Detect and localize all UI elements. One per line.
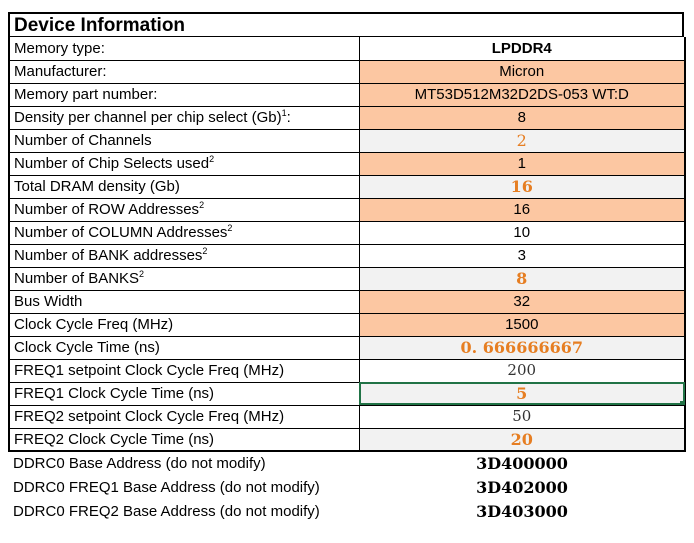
table-row-part-number: Memory part number: MT53D512M32D2DS-053 …	[8, 82, 686, 107]
label-text: FREQ1 Clock Cycle Time (ns)	[14, 385, 215, 402]
label-text: Number of ROW Addresses	[14, 201, 200, 218]
table-row-clock-freq: Clock Cycle Freq (MHz) 1500	[8, 312, 686, 337]
sheet-title: Device Information	[8, 12, 684, 37]
cell-label[interactable]: Manufacturer:	[8, 59, 360, 84]
cell-label[interactable]: FREQ1 Clock Cycle Time (ns)	[8, 381, 360, 406]
label-text: Memory part number:	[14, 86, 158, 103]
cell-label[interactable]: Memory type:	[8, 37, 360, 61]
label-text: FREQ2 Clock Cycle Time (ns)	[14, 430, 215, 448]
cell-label[interactable]: Number of BANK addresses2	[8, 243, 360, 268]
cell-clock-freq[interactable]: 1500	[358, 312, 686, 337]
label-text: Manufacturer:	[14, 63, 107, 80]
table-row-total-density: Total DRAM density (Gb) 16	[8, 174, 686, 199]
table-row-freq1-setpoint: FREQ1 setpoint Clock Cycle Freq (MHz) 20…	[8, 358, 686, 383]
cell-label[interactable]: Clock Cycle Freq (MHz)	[8, 312, 360, 337]
cell-bank-addresses[interactable]: 3	[358, 243, 686, 268]
cell-value: 5	[516, 384, 528, 403]
cell-part-number[interactable]: MT53D512M32D2DS-053 WT:D	[358, 82, 686, 107]
cell-column-addresses[interactable]: 10	[358, 220, 686, 245]
table-row-banks: Number of BANKS2 8	[8, 266, 686, 291]
cell-row-addresses[interactable]: 16	[358, 197, 686, 222]
table-row-bus-width: Bus Width 32	[8, 289, 686, 314]
label-text: Number of Channels	[14, 132, 152, 149]
cell-label[interactable]: FREQ2 setpoint Clock Cycle Freq (MHz)	[8, 404, 360, 429]
label-text: Number of Chip Selects used	[14, 155, 210, 172]
table-row-ddrc0-base: DDRC0 Base Address (do not modify) 3D400…	[9, 451, 685, 475]
table-row-manufacturer: Manufacturer: Micron	[8, 59, 686, 84]
table-row-memory-type: Memory type: LPDDR4	[8, 37, 686, 61]
label-text: Clock Cycle Time (ns)	[14, 339, 160, 356]
table-row-ddrc0-freq1-base: DDRC0 FREQ1 Base Address (do not modify)…	[9, 475, 685, 499]
cell-bus-width[interactable]: 32	[358, 289, 686, 314]
table-row-column-addresses: Number of COLUMN Addresses2 10	[8, 220, 686, 245]
cell-freq2-setpoint[interactable]: 50	[358, 404, 686, 429]
label-text: FREQ2 setpoint Clock Cycle Freq (MHz)	[14, 408, 285, 425]
label-text: Total DRAM density (Gb)	[14, 178, 180, 195]
table-row-bank-addresses: Number of BANK addresses2 3	[8, 243, 686, 268]
cell-label[interactable]: Number of ROW Addresses2	[8, 197, 360, 222]
footnote-marker: 2	[202, 246, 208, 256]
table-row-channels: Number of Channels 2	[8, 128, 686, 153]
cell-freq2-time[interactable]: 20	[358, 427, 686, 452]
cell-label[interactable]: Number of Chip Selects used2	[8, 151, 360, 176]
table-row-freq2-time: FREQ2 Clock Cycle Time (ns) 20	[8, 427, 686, 452]
cell-label[interactable]: DDRC0 FREQ1 Base Address (do not modify)	[13, 478, 320, 496]
device-info-table: Memory type: LPDDR4 Manufacturer: Micron…	[8, 37, 686, 523]
table-row-freq1-time: FREQ1 Clock Cycle Time (ns) 5	[8, 381, 686, 406]
footnote-marker: 2	[199, 200, 205, 210]
cell-total-density[interactable]: 16	[358, 174, 686, 199]
table-row-density: Density per channel per chip select (Gb)…	[8, 105, 686, 130]
cell-label[interactable]: Bus Width	[8, 289, 360, 314]
table-row-freq2-setpoint: FREQ2 setpoint Clock Cycle Freq (MHz) 50	[8, 404, 686, 429]
cell-label[interactable]: Number of Channels	[8, 128, 360, 153]
label-text: Bus Width	[14, 293, 83, 310]
cell-freq1-time-selected[interactable]: 5	[358, 381, 686, 406]
cell-label[interactable]: FREQ1 setpoint Clock Cycle Freq (MHz)	[8, 358, 360, 383]
cell-channels[interactable]: 2	[358, 128, 686, 153]
footnote-marker: 1	[281, 108, 287, 118]
device-information-sheet: Device Information Memory type: LPDDR4 M…	[8, 12, 686, 523]
footnote-marker: 2	[227, 223, 233, 233]
cell-label[interactable]: FREQ2 Clock Cycle Time (ns)	[8, 427, 360, 452]
cell-label[interactable]: Memory part number:	[8, 82, 360, 107]
table-row-clock-time: Clock Cycle Time (ns) 0. 666666667	[8, 335, 686, 360]
cell-label[interactable]: DDRC0 FREQ2 Base Address (do not modify)	[13, 502, 320, 520]
cell-label[interactable]: Clock Cycle Time (ns)	[8, 335, 360, 360]
cell-label[interactable]: Number of COLUMN Addresses2	[8, 220, 360, 245]
label-text: Number of COLUMN Addresses	[14, 224, 228, 241]
cell-memory-type[interactable]: LPDDR4	[358, 37, 686, 61]
cell-clock-time[interactable]: 0. 666666667	[358, 335, 686, 360]
table-row-chip-selects: Number of Chip Selects used2 1	[8, 151, 686, 176]
cell-density[interactable]: 8	[358, 105, 686, 130]
cell-ddrc0-freq1-base[interactable]: 3D402000	[476, 477, 568, 497]
cell-label[interactable]: Number of BANKS2	[8, 266, 360, 291]
table-row-row-addresses: Number of ROW Addresses2 16	[8, 197, 686, 222]
label-text: Clock Cycle Freq (MHz)	[14, 316, 174, 333]
cell-label[interactable]: Total DRAM density (Gb)	[8, 174, 360, 199]
cell-ddrc0-freq2-base[interactable]: 3D403000	[476, 501, 568, 521]
cell-manufacturer[interactable]: Micron	[358, 59, 686, 84]
label-text: FREQ1 setpoint Clock Cycle Freq (MHz)	[14, 362, 285, 379]
cell-freq1-setpoint[interactable]: 200	[358, 358, 686, 383]
cell-ddrc0-base[interactable]: 3D400000	[476, 454, 568, 473]
label-text: Density per channel per chip select (Gb)	[14, 109, 282, 126]
cell-label[interactable]: Density per channel per chip select (Gb)…	[8, 105, 360, 130]
table-row-ddrc0-freq2-base: DDRC0 FREQ2 Base Address (do not modify)…	[9, 499, 685, 523]
fill-handle[interactable]	[680, 400, 683, 404]
label-text: Number of BANKS	[14, 270, 140, 287]
label-text: Memory type:	[14, 39, 105, 57]
footnote-marker: 2	[139, 269, 145, 279]
label-text: Number of BANK addresses	[14, 247, 203, 264]
cell-banks[interactable]: 8	[358, 266, 686, 291]
footnote-marker: 2	[209, 154, 215, 164]
cell-label[interactable]: DDRC0 Base Address (do not modify)	[13, 455, 266, 472]
cell-chip-selects[interactable]: 1	[358, 151, 686, 176]
label-suffix: :	[286, 109, 291, 126]
